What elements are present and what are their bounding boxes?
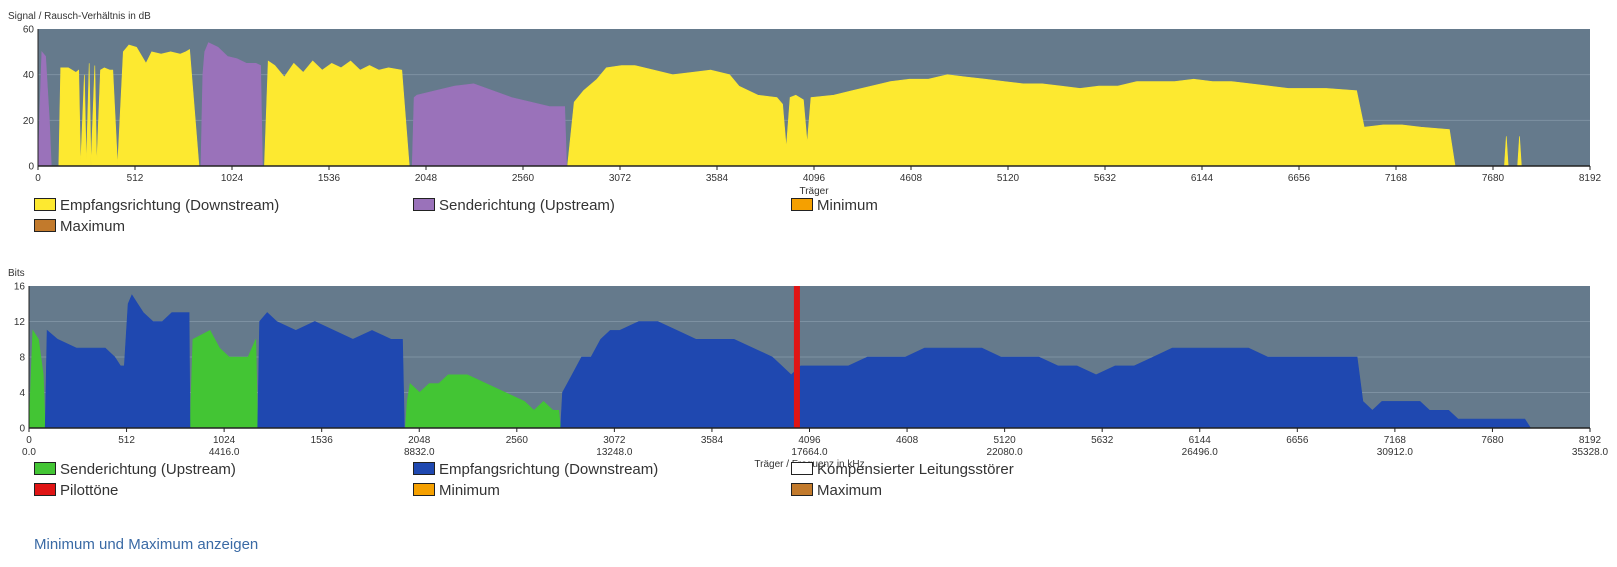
x-tick-label: 5632 bbox=[1091, 435, 1114, 446]
y-tick-label: 20 bbox=[23, 116, 35, 127]
y-tick-label: 4 bbox=[19, 388, 25, 399]
x-tick-label: 7680 bbox=[1482, 173, 1505, 184]
freq-tick-label: 13248.0 bbox=[596, 447, 633, 458]
snr-legend-maximum[interactable]: Maximum bbox=[34, 217, 125, 237]
snr-legend-minimum[interactable]: Minimum bbox=[791, 196, 878, 216]
freq-tick-label: 35328.0 bbox=[1572, 447, 1609, 458]
x-tick-label: 7680 bbox=[1481, 435, 1504, 446]
x-tick-label: 0 bbox=[35, 173, 41, 184]
snr-legend-upstream[interactable]: Senderichtung (Upstream) bbox=[413, 196, 615, 216]
y-tick-label: 40 bbox=[23, 70, 35, 81]
x-tick-label: 6656 bbox=[1286, 435, 1309, 446]
snr-legend-maximum-label: Maximum bbox=[60, 218, 126, 235]
y-tick-label: 0 bbox=[19, 424, 25, 435]
freq-tick-label: 0.0 bbox=[22, 447, 36, 458]
y-tick-label: 12 bbox=[14, 317, 26, 328]
y-tick-label: 0 bbox=[28, 162, 34, 173]
bits-legend-pilot[interactable]: Pilottöne bbox=[34, 481, 118, 501]
bits-legend-minimum[interactable]: Minimum bbox=[413, 481, 500, 501]
x-tick-label: 6144 bbox=[1191, 173, 1214, 184]
x-tick-label: 0 bbox=[26, 435, 32, 446]
bits-legend-pilot-swatch bbox=[34, 483, 56, 496]
freq-tick-label: 22080.0 bbox=[987, 447, 1024, 458]
x-tick-label: 4096 bbox=[798, 435, 821, 446]
x-tick-label: 1536 bbox=[311, 435, 334, 446]
x-tick-label: 6144 bbox=[1189, 435, 1212, 446]
x-tick-label: 1024 bbox=[221, 173, 244, 184]
y-axis-label: Signal / Rausch-Verhältnis in dB bbox=[8, 11, 151, 22]
snr-legend-downstream-swatch bbox=[34, 198, 56, 211]
freq-tick-label: 4416.0 bbox=[209, 447, 240, 458]
snr-legend-downstream[interactable]: Empfangsrichtung (Downstream) bbox=[34, 196, 279, 216]
show-min-max-link[interactable]: Minimum und Maximum anzeigen bbox=[34, 536, 259, 553]
x-tick-label: 3072 bbox=[609, 173, 632, 184]
x-tick-label: 4608 bbox=[896, 435, 919, 446]
x-tick-label: 8192 bbox=[1579, 435, 1602, 446]
y-tick-label: 16 bbox=[14, 282, 26, 293]
snr-legend-minimum-label: Minimum bbox=[817, 197, 878, 214]
bits-legend-minimum-swatch bbox=[413, 483, 435, 496]
x-tick-label: 512 bbox=[127, 173, 144, 184]
x-tick-label: 1536 bbox=[318, 173, 341, 184]
bits-legend-crosstalk[interactable]: Kompensierter Leitungsstörer bbox=[791, 460, 1014, 480]
x-tick-label: 1024 bbox=[213, 435, 236, 446]
freq-tick-label: 26496.0 bbox=[1182, 447, 1219, 458]
series-area-0 bbox=[58, 44, 1522, 167]
x-tick-label: 2560 bbox=[506, 435, 529, 446]
snr-chart: Signal / Rausch-Verhältnis in dB 0 20 40 60 0… bbox=[8, 11, 1602, 197]
bits-legend-downstream-label: Empfangsrichtung (Downstream) bbox=[439, 461, 659, 478]
bits-legend-maximum[interactable]: Maximum bbox=[791, 481, 882, 501]
x-tick-label: 2048 bbox=[408, 435, 431, 446]
x-tick-label: 512 bbox=[118, 435, 135, 446]
snr-legend-upstream-swatch bbox=[413, 198, 435, 211]
snr-legend-downstream-label: Empfangsrichtung (Downstream) bbox=[60, 197, 280, 214]
bits-legend-crosstalk-swatch bbox=[791, 462, 813, 475]
y-axis-label: Bits bbox=[8, 268, 25, 279]
freq-tick-label: 30912.0 bbox=[1377, 447, 1414, 458]
pilot-tone-mark bbox=[793, 286, 800, 428]
x-tick-label: 4608 bbox=[900, 173, 923, 184]
x-tick-label: 3584 bbox=[701, 435, 724, 446]
freq-tick-label: 8832.0 bbox=[404, 447, 435, 458]
y-tick-label: 60 bbox=[23, 25, 35, 36]
x-tick-label: 3584 bbox=[706, 173, 729, 184]
snr-legend-upstream-label: Senderichtung (Upstream) bbox=[439, 197, 615, 214]
x-tick-label: 5120 bbox=[997, 173, 1020, 184]
y-tick-label: 8 bbox=[19, 353, 25, 364]
x-tick-label: 7168 bbox=[1385, 173, 1408, 184]
bits-legend-downstream[interactable]: Empfangsrichtung (Downstream) bbox=[413, 460, 658, 480]
x-tick-label: 6656 bbox=[1288, 173, 1311, 184]
bits-legend-maximum-label: Maximum bbox=[817, 482, 883, 499]
bits-legend-upstream-label: Senderichtung (Upstream) bbox=[60, 461, 236, 478]
freq-tick-label: 17664.0 bbox=[791, 447, 828, 458]
x-tick-label: 5632 bbox=[1094, 173, 1117, 184]
snr-legend-minimum-swatch bbox=[791, 198, 813, 211]
x-tick-label: 2560 bbox=[512, 173, 535, 184]
x-tick-label: 7168 bbox=[1384, 435, 1407, 446]
x-tick-label: 5120 bbox=[994, 435, 1017, 446]
bits-legend-crosstalk-label: Kompensierter Leitungsstörer bbox=[817, 461, 1014, 478]
x-tick-label: 8192 bbox=[1579, 173, 1602, 184]
bits-legend-pilot-label: Pilottöne bbox=[60, 482, 119, 499]
x-tick-label: 4096 bbox=[803, 173, 826, 184]
bits-legend-upstream-swatch bbox=[34, 462, 56, 475]
bits-legend-downstream-swatch bbox=[413, 462, 435, 475]
x-tick-label: 2048 bbox=[415, 173, 438, 184]
series-area-1 bbox=[44, 294, 1532, 429]
bits-legend-minimum-label: Minimum bbox=[439, 482, 500, 499]
x-tick-label: 3072 bbox=[603, 435, 626, 446]
bits-legend-upstream[interactable]: Senderichtung (Upstream) bbox=[34, 460, 236, 480]
bits-legend-maximum-swatch bbox=[791, 483, 813, 496]
x-axis-label: Träger bbox=[799, 186, 829, 197]
snr-legend-maximum-swatch bbox=[34, 219, 56, 232]
